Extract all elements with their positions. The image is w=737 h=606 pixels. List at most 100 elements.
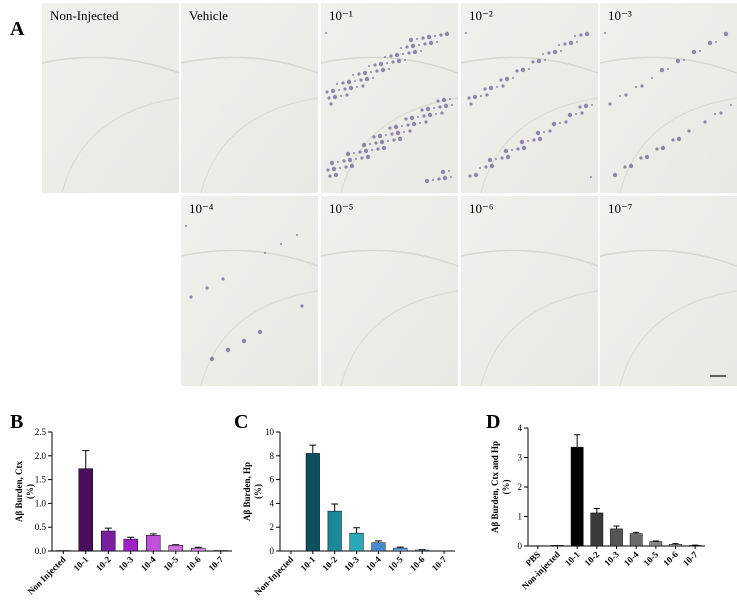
error-bar: [593, 508, 600, 513]
plaque: [504, 76, 510, 82]
bar: [191, 547, 206, 552]
plaque: [575, 113, 577, 115]
plaque: [403, 131, 405, 133]
plaque: [703, 120, 707, 124]
plaque: [487, 157, 493, 163]
plaque: [357, 72, 361, 76]
plaque: [348, 85, 354, 91]
plaque: [520, 67, 526, 73]
plaque: [416, 38, 418, 40]
plaque: [544, 59, 546, 61]
plaque: [388, 68, 390, 70]
plaque: [209, 356, 215, 362]
plaque: [473, 172, 479, 178]
plaque: [404, 59, 406, 61]
plaque: [225, 347, 231, 353]
plaque: [579, 33, 583, 37]
plaque: [296, 234, 298, 236]
plaque: [385, 134, 387, 136]
plaque: [361, 142, 367, 148]
plaque: [635, 86, 637, 88]
plaque: [659, 67, 665, 73]
plaque: [537, 136, 543, 142]
plaque: [329, 160, 335, 166]
plaque: [552, 49, 558, 55]
plaque: [671, 138, 675, 142]
plaque: [604, 32, 606, 34]
image-label: 10⁻⁴: [189, 201, 214, 216]
y-axis-label: (%): [501, 480, 511, 495]
plaque: [436, 41, 438, 43]
plaque: [468, 174, 472, 178]
plaque: [384, 56, 386, 58]
plaque: [640, 84, 644, 88]
plaque: [205, 286, 209, 290]
y-axis-label: Aβ Burden, Hp: [242, 462, 252, 521]
image-label: Non-Injected: [50, 8, 119, 23]
y-tick-label: 1.5: [35, 475, 47, 485]
error-bar: [633, 531, 640, 534]
bar: [610, 528, 623, 547]
plaque: [280, 243, 282, 245]
plaque: [691, 49, 697, 55]
plaque: [578, 105, 582, 109]
y-tick-label: 0.0: [35, 546, 47, 556]
plaque: [580, 111, 584, 115]
bar: [146, 535, 161, 552]
x-tick-label: 10-3: [342, 554, 361, 573]
plaque: [467, 96, 471, 100]
plaque: [563, 42, 567, 46]
x-tick-label: 10-5: [161, 554, 180, 573]
error-bar: [104, 527, 112, 532]
x-tick-label: 10-4: [364, 554, 383, 573]
plaque: [574, 35, 576, 37]
plaque: [583, 103, 589, 109]
panel-label: C: [234, 411, 248, 433]
y-tick-label: 2.5: [35, 427, 47, 437]
plaque: [531, 60, 535, 64]
plaque: [651, 77, 653, 79]
plaque: [392, 138, 396, 142]
plaque: [411, 121, 417, 127]
plaque: [527, 140, 529, 142]
plaque: [512, 77, 514, 79]
plaque: [421, 36, 425, 40]
plaque: [372, 77, 374, 79]
bar: [393, 547, 408, 552]
y-tick-label: 1.0: [35, 498, 47, 508]
plaque: [420, 108, 424, 112]
tissue-edge: [480, 97, 599, 194]
x-tick-label: 10-1: [563, 549, 582, 568]
plaque: [356, 86, 358, 88]
plaque: [619, 95, 621, 97]
plaque: [590, 176, 592, 178]
tissue-edge: [599, 249, 737, 267]
error-bar: [82, 450, 90, 469]
tissue-edge: [480, 290, 599, 387]
tissue-edge: [619, 290, 737, 387]
plaque: [419, 122, 421, 124]
plaque: [532, 138, 536, 142]
plaque: [441, 97, 447, 103]
plaque: [435, 113, 437, 115]
plaque: [338, 89, 340, 91]
plaque: [363, 148, 369, 154]
y-tick-label: 4: [518, 423, 523, 433]
plaque: [358, 150, 362, 154]
plaque: [417, 116, 419, 118]
micrograph: [321, 3, 458, 193]
tissue-edge: [180, 249, 319, 267]
bar: [629, 533, 643, 547]
plaque: [406, 123, 410, 127]
plaque: [639, 156, 643, 160]
plaque: [354, 80, 356, 82]
error-bar: [375, 540, 382, 543]
plaque: [390, 132, 394, 136]
plaque: [393, 124, 399, 130]
plaque: [655, 147, 659, 151]
plaque: [499, 78, 503, 82]
plaque: [418, 44, 420, 46]
plaque: [496, 86, 498, 88]
plaque: [328, 174, 332, 178]
error-bar: [353, 527, 360, 534]
